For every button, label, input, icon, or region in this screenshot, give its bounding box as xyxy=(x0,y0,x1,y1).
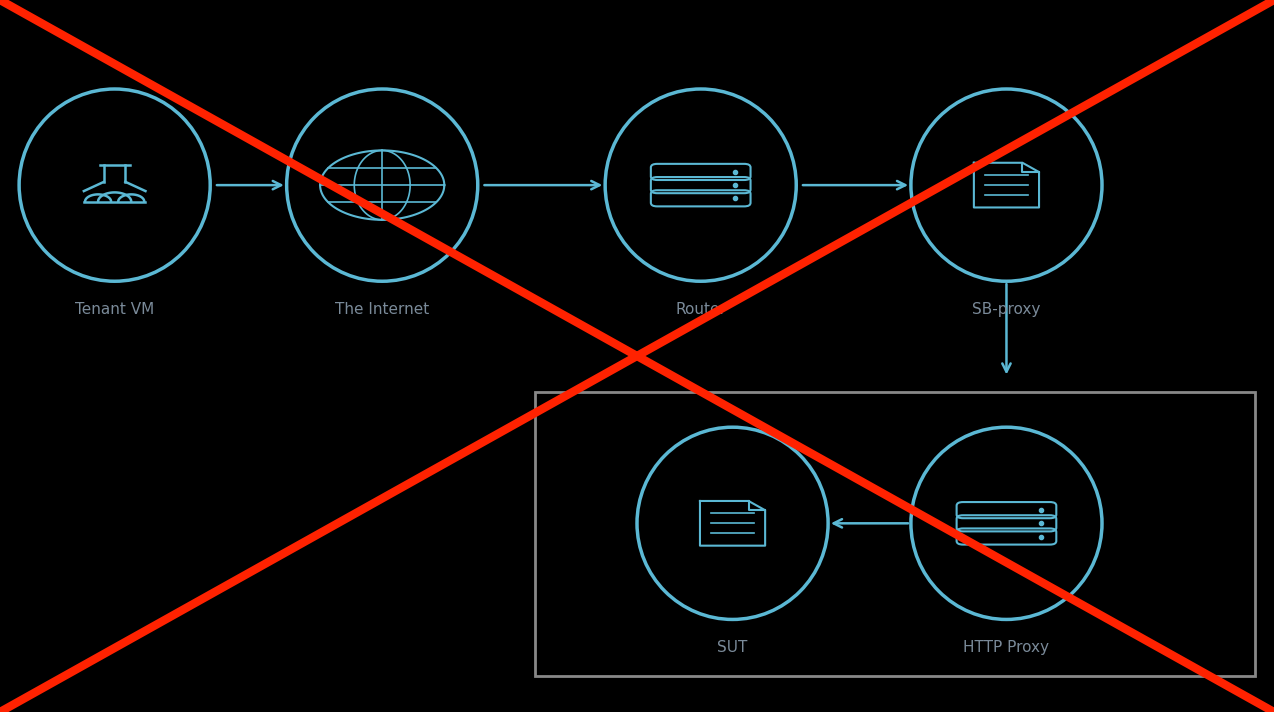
Text: HTTP Proxy: HTTP Proxy xyxy=(963,640,1050,656)
Bar xyxy=(535,392,1255,676)
Text: Tenant VM: Tenant VM xyxy=(75,302,154,318)
Text: The Internet: The Internet xyxy=(335,302,429,318)
Text: SUT: SUT xyxy=(717,640,748,656)
Text: Router: Router xyxy=(675,302,726,318)
Text: SB-proxy: SB-proxy xyxy=(972,302,1041,318)
